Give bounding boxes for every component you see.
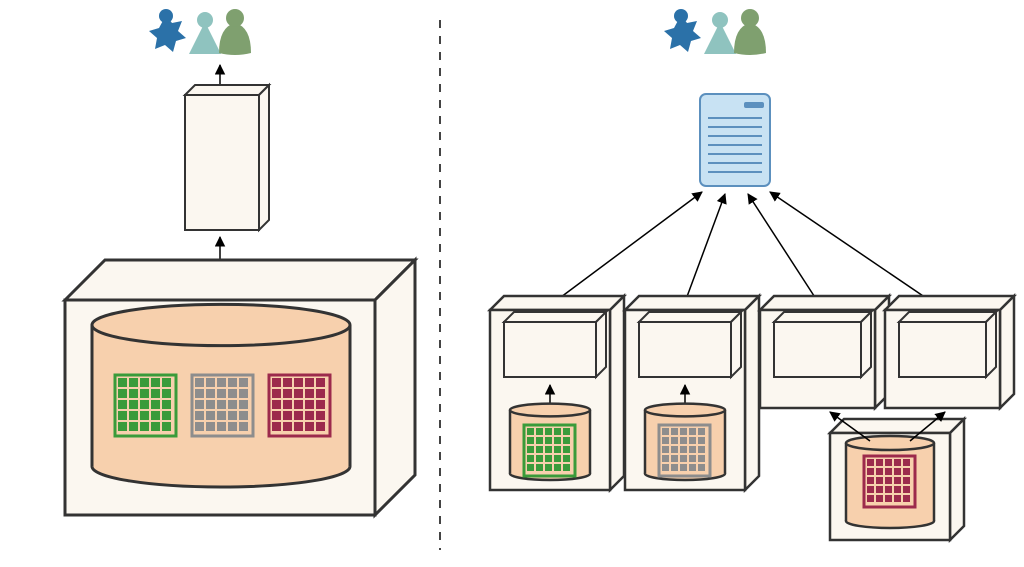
document-icon [700,94,770,186]
architecture-diagram [0,0,1024,567]
people-icon [149,9,251,55]
people-icon [664,9,766,55]
